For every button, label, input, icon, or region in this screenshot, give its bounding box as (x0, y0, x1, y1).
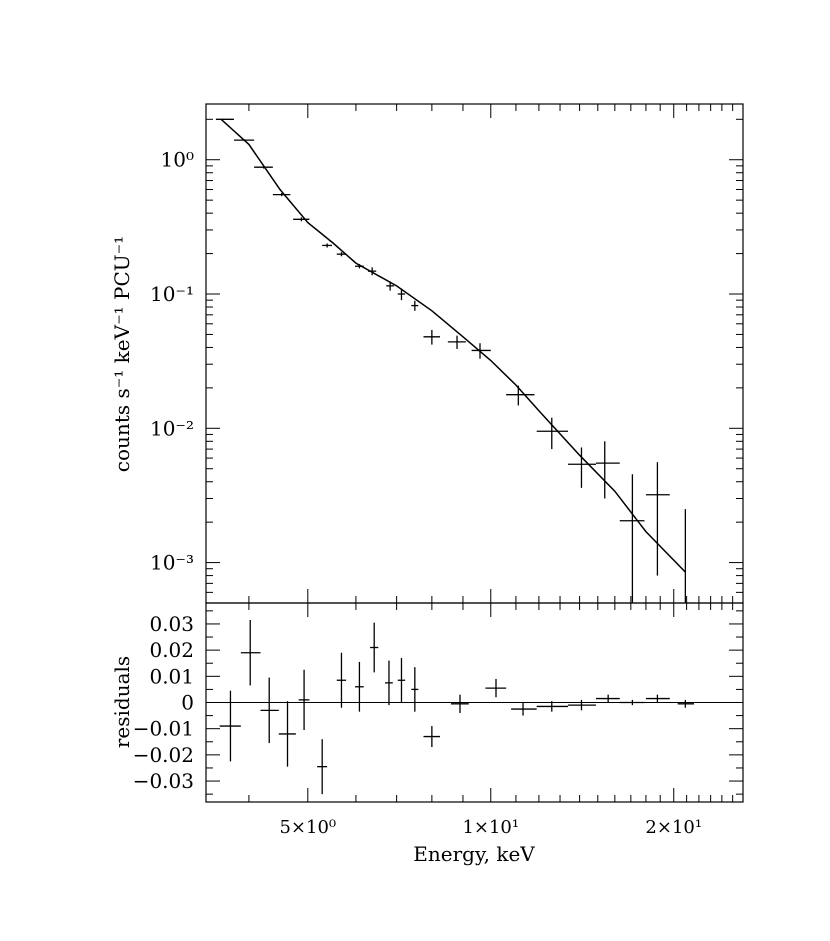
residual-data-point (423, 726, 440, 748)
residual-data-point (355, 661, 364, 712)
residuals-y-tick-label: 0.01 (149, 664, 194, 688)
residuals-y-tick-label: 0 (181, 691, 194, 715)
residual-data-point (240, 620, 261, 686)
spectrum-data-point (397, 288, 406, 301)
spectrum-data-point (506, 385, 535, 406)
model-curve (220, 118, 686, 573)
spectrum-data-point (471, 343, 491, 359)
spectrum-data-point (215, 118, 234, 120)
energy-x-tick-label: 1×10¹ (462, 817, 519, 838)
residuals-y-tick-label: 0.02 (149, 638, 194, 662)
spectrum-data-point (645, 462, 670, 576)
spectrum-data-point (411, 300, 419, 311)
spectrum-data-point (336, 252, 347, 257)
energy-x-tick-label: 5×10⁰ (279, 817, 336, 838)
spectrum-panel: 10⁰ 10⁻¹ 10⁻² 10⁻³ (150, 103, 744, 604)
residual-data-point (370, 622, 379, 673)
residual-data-point (317, 739, 328, 795)
x-axis-label: Energy, keV (413, 842, 535, 866)
spectrum-data-point (447, 335, 466, 349)
y-axis-label-residuals: residuals (110, 656, 134, 748)
spectrum-data-point (272, 193, 291, 197)
residual-data-point (596, 694, 620, 703)
spectrum-y-tick-label: 10⁰ (161, 148, 194, 172)
spectrum-data-point (293, 217, 310, 222)
spectrum-data-points (215, 118, 687, 603)
spectrum-y-ticks: 10⁰ 10⁻¹ 10⁻² 10⁻³ (150, 118, 743, 604)
residual-data-point (645, 694, 670, 703)
residual-data-point (298, 669, 310, 730)
residual-data-point (278, 701, 296, 767)
residual-data-point (677, 699, 695, 708)
spectrum-data-point (322, 243, 333, 248)
residual-data-point (385, 660, 393, 706)
spectrum-panel-frame (205, 103, 744, 604)
spectrum-data-point (423, 329, 440, 345)
residuals-y-tick-label: −0.02 (133, 743, 194, 767)
residuals-y-ticks: 0.030.020.01 0−0.01−0.02−0.03 (133, 610, 743, 795)
energy-x-ticks: 5×10⁰ 1×10¹ 2×10¹ (248, 104, 744, 838)
spectrum-data-point (596, 441, 620, 499)
residuals-y-tick-label: −0.01 (133, 717, 194, 741)
residual-data-point (511, 702, 537, 716)
residuals-y-tick-label: −0.03 (133, 769, 194, 793)
energy-x-tick-label: 2×10¹ (645, 817, 702, 838)
spectrum-y-tick-label: 10⁻³ (150, 551, 194, 575)
residual-data-points (219, 620, 695, 795)
spectrum-y-tick-label: 10⁻¹ (150, 282, 194, 306)
y-axis-label-spectrum: counts s⁻¹ keV⁻¹ PCU⁻¹ (110, 236, 134, 472)
spectrum-y-tick-label: 10⁻² (150, 416, 194, 440)
residual-data-point (450, 694, 469, 713)
residual-data-point (219, 690, 241, 762)
residual-data-point (536, 701, 569, 712)
residual-data-point (260, 677, 279, 744)
residuals-y-tick-label: 0.03 (149, 612, 194, 636)
residual-data-point (411, 667, 419, 712)
spectrum-data-point (536, 417, 569, 450)
residual-data-point (485, 678, 507, 698)
residual-data-point (397, 657, 406, 703)
spectrum-data-point (568, 447, 597, 488)
residual-data-point (619, 699, 645, 706)
residual-data-point (568, 699, 597, 711)
residuals-panel: 0.030.020.01 0−0.01−0.02−0.03 5×10⁰ 1×10¹ 2… (133, 104, 744, 838)
residual-data-point (336, 652, 347, 708)
spectrum-data-point (619, 474, 645, 603)
